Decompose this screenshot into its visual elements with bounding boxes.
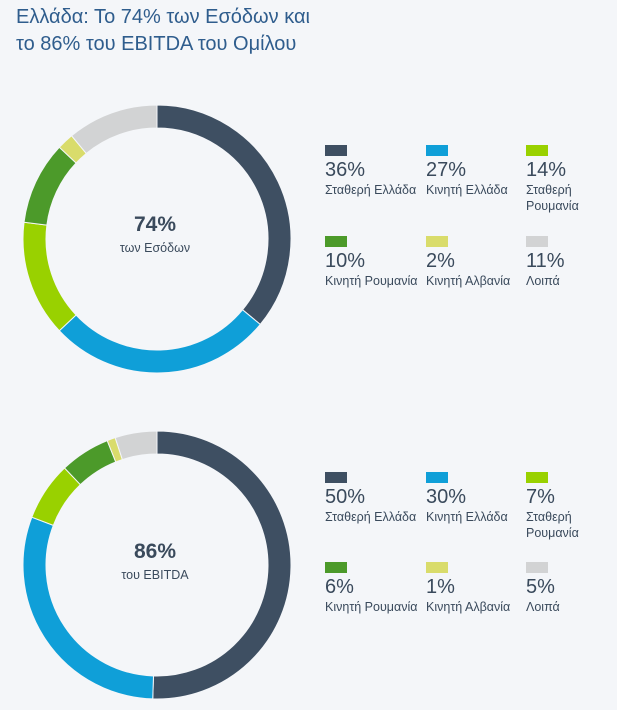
legend-value: 50% (325, 486, 366, 508)
legend-value: 36% (325, 159, 366, 181)
legend-label: Σταθερή Ελλάδα (325, 183, 417, 197)
legend-swatch (426, 145, 448, 156)
legend-swatch (426, 562, 448, 573)
legend-swatch (325, 562, 347, 573)
legend-value: 1% (426, 576, 455, 598)
legend-label: Κινητή Αλβανία (426, 600, 511, 614)
donut-slice-fixed-greece (152, 430, 292, 700)
legend-item-fixed-romania: 14% Σταθερή Ρουμανία (526, 145, 617, 214)
legend-value: 27% (426, 159, 467, 181)
revenue-center-label: των Εσόδων (119, 241, 191, 255)
legend-label: Κινητή Ελλάδα (426, 510, 508, 524)
legend-item-fixed-romania: 7% Σταθερή Ρουμανία (526, 472, 617, 541)
revenue-donut-chart (22, 104, 292, 374)
legend-swatch (426, 236, 448, 247)
legend-swatch (526, 236, 548, 247)
donut-slice-fixed-romania (22, 221, 77, 332)
legend-swatch (426, 472, 448, 483)
ebitda-donut-chart (22, 430, 292, 700)
title-line-1: Ελλάδα: Το 74% των Εσόδων και (16, 6, 310, 28)
legend-label: Κινητή Ρουμανία (325, 274, 418, 288)
legend-item-mobile-albania: 1% Κινητή Αλβανία (426, 562, 526, 615)
legend-value: 10% (325, 250, 366, 272)
revenue-chart-panel: 74% των Εσόδων 36% Σταθερή Ελλάδα 27% Κι… (0, 94, 617, 374)
ebitda-chart-panel: 86% του EBITDA 50% Σταθερή Ελλάδα 30% Κι… (0, 420, 617, 700)
legend-swatch (526, 562, 548, 573)
donut-slice-other (70, 104, 158, 155)
legend-swatch (325, 236, 347, 247)
donut-slice-mobile-greece (58, 309, 261, 374)
legend-value: 5% (526, 576, 555, 598)
legend-swatch (526, 145, 548, 156)
legend-label: Λοιπά (526, 274, 560, 288)
title-line-2: το 86% του EBITDA του Ομίλου (16, 33, 297, 55)
legend-label: Λοιπά (526, 600, 560, 614)
legend-item-other: 11% Λοιπά (526, 236, 617, 289)
legend-label: Σταθερή Ρουμανία (526, 183, 579, 213)
legend-swatch (526, 472, 548, 483)
legend-value: 6% (325, 576, 354, 598)
legend-value: 14% (526, 159, 567, 181)
legend-label: Σταθερή Ρουμανία (526, 510, 579, 540)
legend-item-mobile-romania: 6% Κινητή Ρουμανία (325, 562, 425, 615)
legend-value: 11% (526, 250, 565, 272)
legend-value: 7% (526, 486, 555, 508)
legend-swatch (325, 145, 347, 156)
legend-item-mobile-greece: 30% Κινητή Ελλάδα (426, 472, 526, 525)
legend-swatch (325, 472, 347, 483)
revenue-center-value: 74% (133, 213, 177, 236)
legend-item-mobile-albania: 2% Κινητή Αλβανία (426, 236, 526, 289)
legend-label: Κινητή Ελλάδα (426, 183, 508, 197)
legend-label: Σταθερή Ελλάδα (325, 510, 417, 524)
legend-value: 30% (426, 486, 467, 508)
legend-label: Κινητή Ρουμανία (325, 600, 418, 614)
legend-label: Κινητή Αλβανία (426, 274, 511, 288)
page-title: Ελλάδα: Το 74% των Εσόδων και το 86% του… (16, 4, 606, 58)
legend-value: 2% (426, 250, 455, 272)
ebitda-center-label: του EBITDA (121, 568, 189, 582)
legend-item-mobile-romania: 10% Κινητή Ρουμανία (325, 236, 425, 289)
legend-item-fixed-greece: 50% Σταθερή Ελλάδα (325, 472, 425, 525)
legend-item-other: 5% Λοιπά (526, 562, 617, 615)
ebitda-center-value: 86% (133, 540, 177, 563)
legend-item-mobile-greece: 27% Κινητή Ελλάδα (426, 145, 526, 198)
legend-item-fixed-greece: 36% Σταθερή Ελλάδα (325, 145, 425, 198)
donut-slice-other (114, 430, 158, 461)
